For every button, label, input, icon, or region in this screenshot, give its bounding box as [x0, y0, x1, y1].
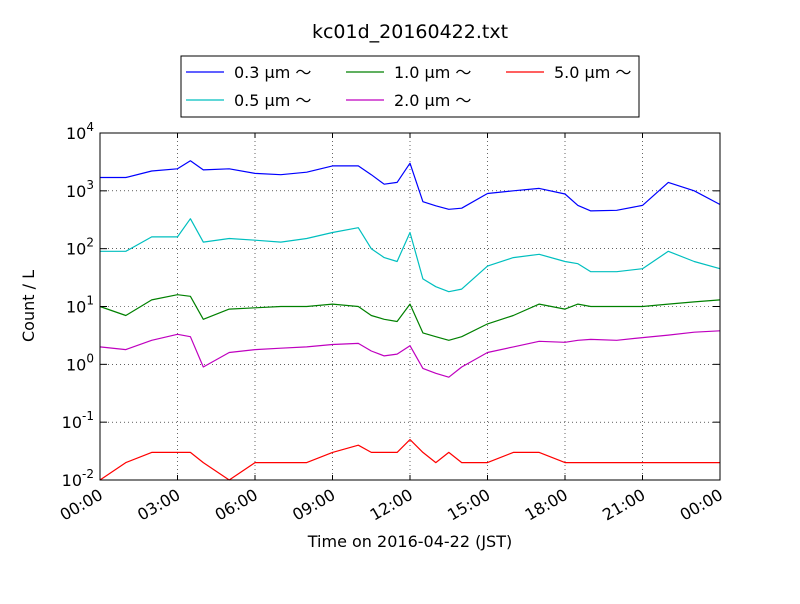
y-tick-label: 103 — [66, 178, 94, 201]
legend-label: 0.3 μm ～ — [234, 63, 311, 82]
x-tick-label: 00:00 — [57, 485, 106, 525]
x-tick-label: 15:00 — [444, 485, 493, 525]
x-axis-label: Time on 2016-04-22 (JST) — [307, 532, 512, 551]
legend-label: 1.0 μm ～ — [394, 63, 471, 82]
series-line-2 — [99, 294, 721, 341]
y-tick-label: 104 — [66, 120, 94, 143]
x-tick-label: 12:00 — [367, 485, 416, 525]
x-tick-label: 03:00 — [134, 485, 183, 525]
x-tick-label: 09:00 — [289, 485, 338, 525]
legend: 0.3 μm ～ 0.5 μm ～ 1.0 μm ～ 2.0 μm ～ 5.0 μm ～ — [180, 55, 640, 118]
x-tick-label: 21:00 — [599, 485, 648, 525]
series-line-1 — [100, 218, 721, 293]
axis-ticks: 00:00 03:00 06:00 09:00 12:00 15:00 18:00 21:00… — [57, 120, 726, 525]
y-tick-label: 102 — [66, 236, 94, 259]
series-line-0 — [100, 160, 721, 212]
y-tick-label: 101 — [66, 294, 94, 317]
legend-label: 2.0 μm ～ — [394, 91, 471, 110]
legend-label: 0.5 μm ～ — [234, 91, 311, 110]
legend-box — [180, 55, 640, 118]
y-axis-label: Count / L — [19, 270, 38, 342]
x-tick-label: 06:00 — [212, 485, 261, 525]
chart-title: kc01d_20160422.txt — [312, 21, 508, 43]
series-line-3 — [99, 330, 721, 378]
series-line-4 — [99, 439, 720, 481]
series-layer — [99, 160, 721, 481]
y-tick-label: 10-1 — [62, 409, 94, 432]
x-tick-label: 18:00 — [522, 485, 571, 525]
y-tick-label: 100 — [66, 351, 94, 374]
legend-label: 5.0 μm ～ — [554, 63, 631, 82]
y-tick-label: 10-2 — [62, 467, 94, 490]
x-tick-label: 00:00 — [677, 485, 726, 525]
